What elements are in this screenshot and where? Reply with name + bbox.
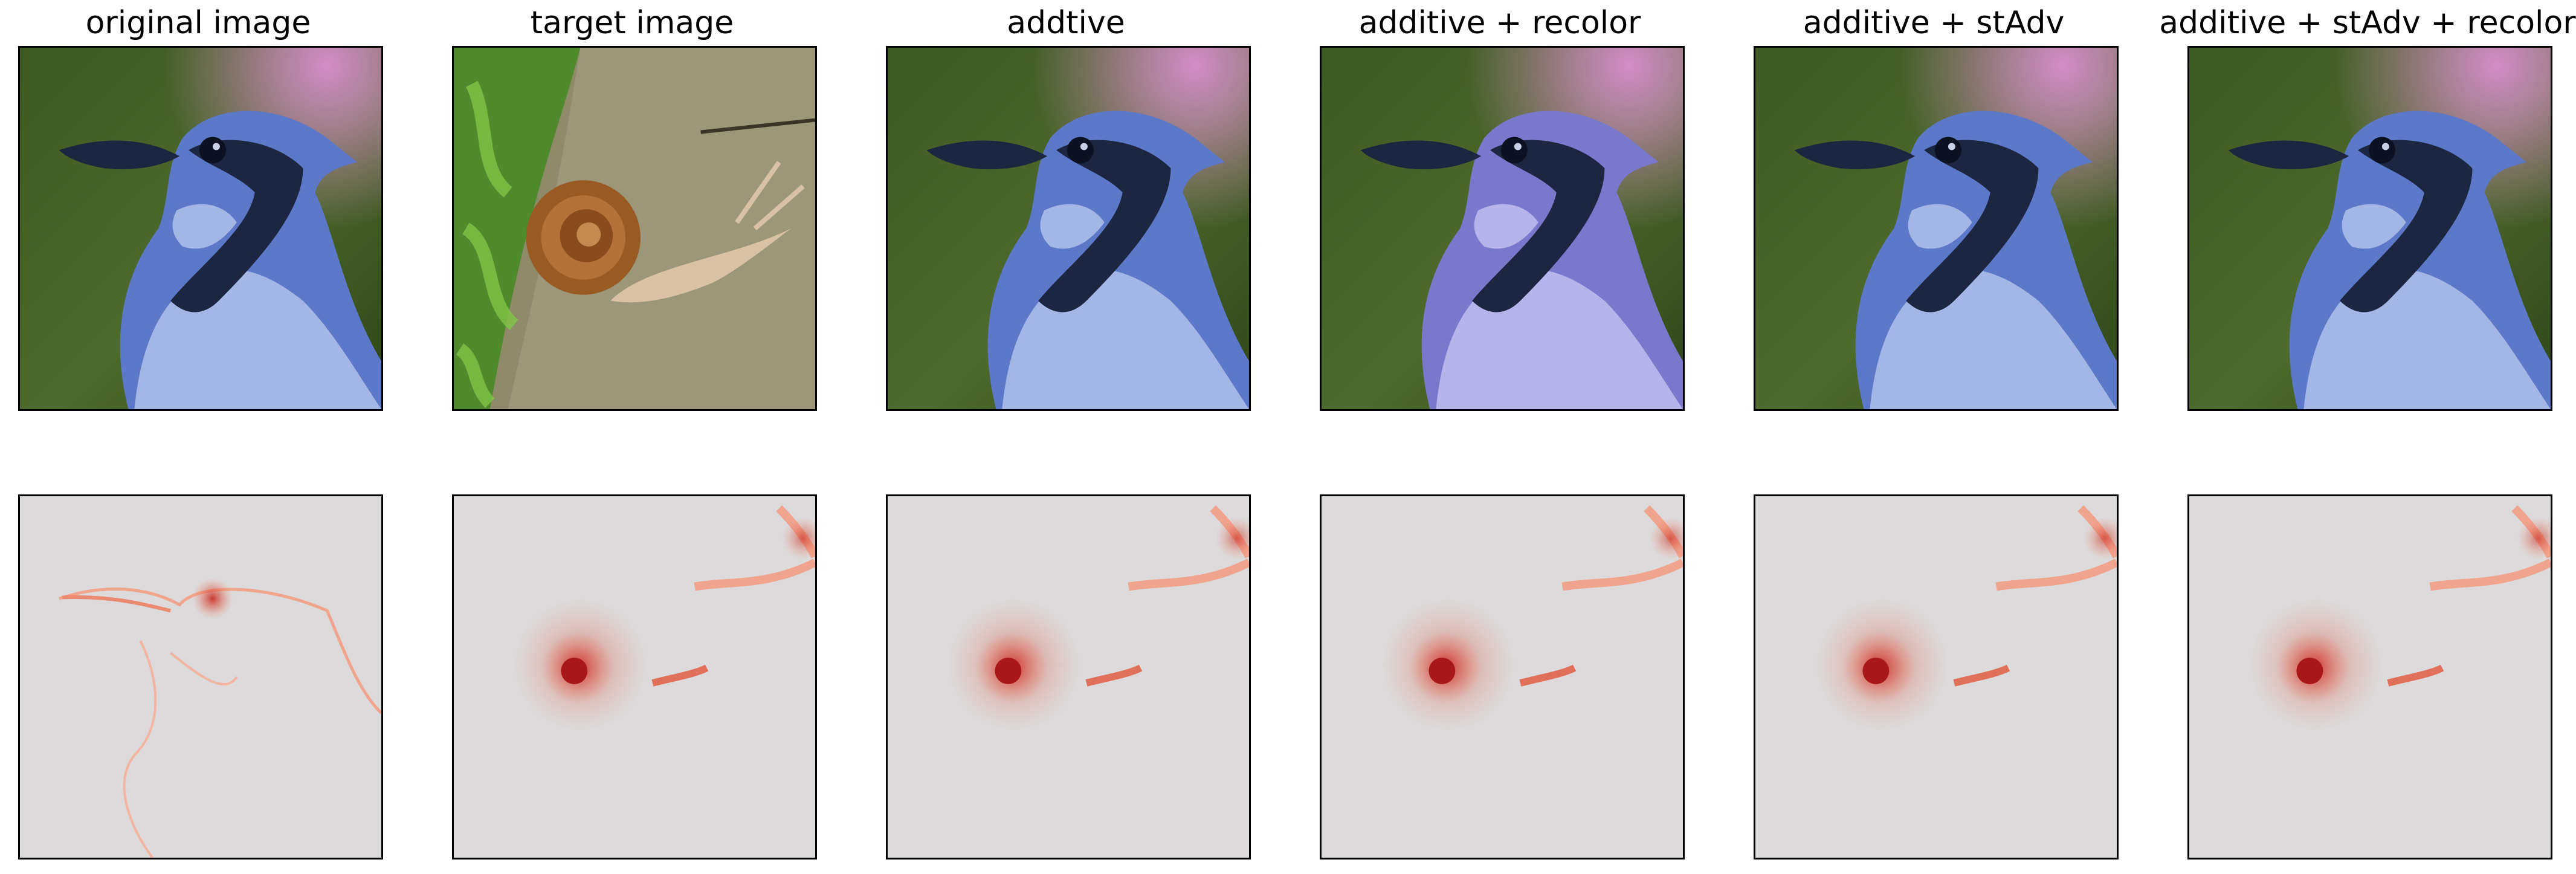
snail-heatmap (454, 496, 815, 858)
photo-panel-additive-recolor (1320, 46, 1685, 411)
column-title-original: original image (85, 5, 311, 41)
snail-heatmap (1322, 496, 1683, 858)
heatmap-panel-original (18, 494, 383, 859)
column-title-additive-recolor: additive + recolor (1358, 5, 1641, 41)
heatmap-panel-additive-stadv (1754, 494, 2119, 859)
photo-panel-target (452, 46, 817, 411)
blue-jay-photo (20, 48, 381, 409)
column-title-target: target image (530, 5, 734, 41)
photo-panel-original (18, 46, 383, 411)
heatmap-panel-additive-recolor (1320, 494, 1685, 859)
photo-panel-additive (886, 46, 1251, 411)
blue-jay-photo (1755, 48, 2117, 409)
heatmap-panel-additive-stadv-recolor (2187, 494, 2552, 859)
blue-jay-photo-recolored (1322, 48, 1683, 409)
column-title-additive-stadv: additive + stAdv (1803, 5, 2065, 41)
snail-photo (454, 48, 815, 409)
heatmap-panel-additive (886, 494, 1251, 859)
blue-jay-photo (888, 48, 1249, 409)
blue-jay-outline-heatmap (20, 496, 381, 858)
heatmap-panel-target (452, 494, 817, 859)
blue-jay-photo (2189, 48, 2551, 409)
column-title-additive-stadv-recolor: additive + stAdv + recolor (2159, 5, 2576, 41)
photo-panel-additive-stadv-recolor (2187, 46, 2552, 411)
snail-heatmap (888, 496, 1249, 858)
snail-heatmap (1755, 496, 2117, 858)
photo-panel-additive-stadv (1754, 46, 2119, 411)
column-title-additive: addtive (1007, 5, 1125, 41)
snail-heatmap (2189, 496, 2551, 858)
